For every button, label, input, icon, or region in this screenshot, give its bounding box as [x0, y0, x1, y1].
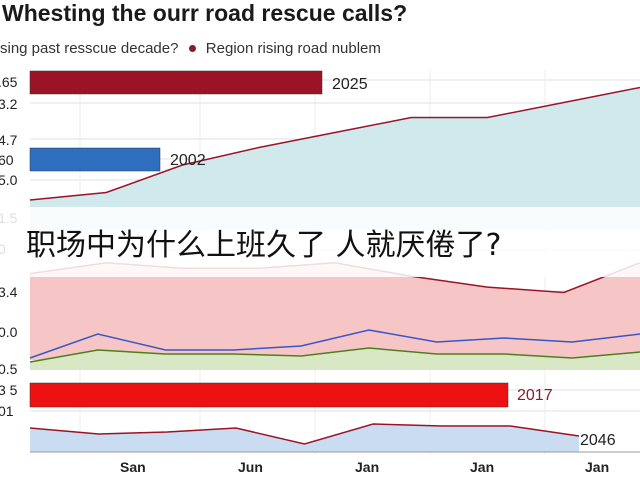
y-tick-label: 01 — [0, 403, 14, 419]
y-tick-label: 3.4 — [0, 284, 18, 300]
subtitle-right: Region rising road nublem — [205, 40, 381, 57]
bar-label-2025: 2025 — [332, 76, 368, 93]
y-tick-label: 5.0 — [0, 172, 18, 188]
x-tick-label: Jun — [238, 459, 263, 475]
caption-band — [0, 207, 640, 277]
x-tick-label: Jan — [585, 459, 609, 475]
y-tick-label: 3 5 — [0, 382, 18, 398]
bar-label-2017: 2017 — [517, 387, 553, 404]
y-tick-label: 60 — [0, 152, 14, 168]
overlay-caption: 职场中为什么上班久了 人就厌倦了? — [26, 228, 502, 263]
blue-series-line — [29, 329, 640, 359]
y-tick-label: .65 — [0, 74, 18, 90]
bar-2017 — [29, 382, 509, 408]
x-tick-label: Jan — [355, 459, 379, 475]
x-tick-label: Jan — [470, 459, 494, 475]
bar-2002 — [29, 147, 161, 172]
bar-2025 — [29, 70, 323, 95]
y-tick-label: 4.7 — [0, 132, 18, 148]
chart-subtitle: sing past resscue decade? Region rising … — [0, 40, 381, 57]
bottom-area — [30, 424, 579, 452]
x-tick-label: San — [120, 459, 146, 475]
chart-areas — [29, 86, 640, 453]
green-area-line — [29, 347, 640, 363]
chart-bars: 2025 2002 2017 2046 — [29, 70, 616, 449]
y-tick-label: 0.5 — [0, 361, 18, 377]
legend-dot-icon — [188, 45, 196, 52]
end-label: 2046 — [580, 432, 616, 449]
bottom-area-line — [29, 423, 580, 445]
pink-area — [30, 262, 640, 360]
green-area — [30, 348, 640, 370]
chart-title: Whesting the ourr road rescue calls? — [2, 0, 408, 26]
teal-area — [30, 87, 640, 230]
subtitle-left: sing past resscue decade? — [0, 40, 179, 57]
bar-label-2002: 2002 — [170, 152, 206, 169]
y-tick-label: 0.0 — [0, 324, 18, 340]
y-tick-label: 3.2 — [0, 96, 18, 112]
teal-area-line — [29, 86, 640, 201]
